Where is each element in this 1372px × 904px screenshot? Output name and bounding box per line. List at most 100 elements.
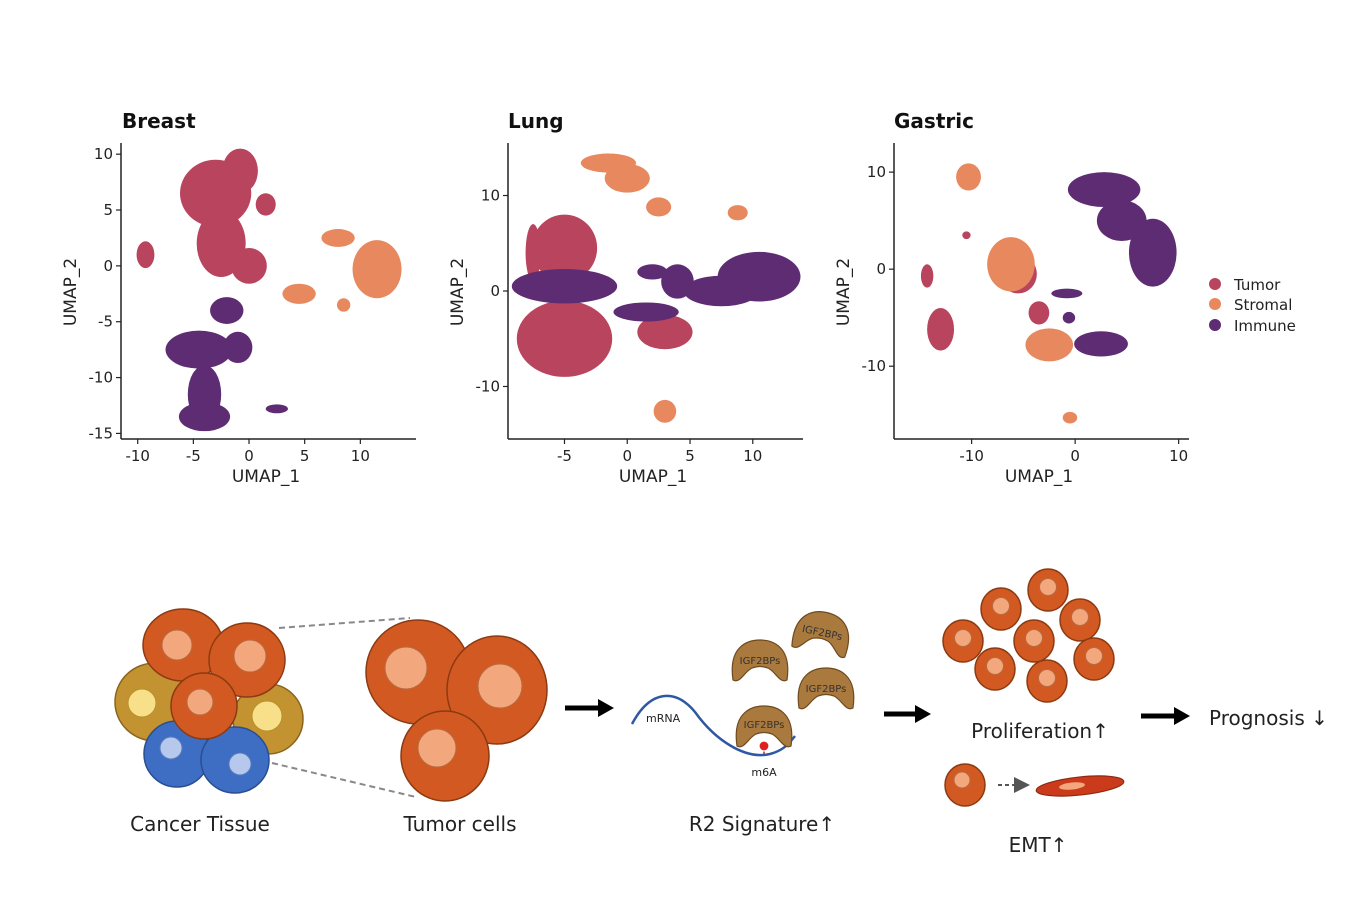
igf2bp-label: IGF2BPs	[806, 684, 847, 695]
caption-emt: EMT↑	[1009, 833, 1068, 857]
x-tick-label: 10	[351, 447, 370, 465]
cluster-tumor	[525, 224, 541, 282]
legend-label-stromal: Stromal	[1234, 296, 1292, 314]
arrow-right-icon	[884, 705, 931, 723]
proliferating-cell-nucleus	[954, 629, 972, 647]
cluster-immune	[1067, 172, 1141, 208]
cluster-stromal	[646, 197, 672, 217]
umap-points-gastric	[920, 163, 1177, 424]
x-tick-label: 0	[622, 447, 632, 465]
x-tick-label: 0	[1070, 447, 1080, 465]
tumor-cell-nucleus	[477, 663, 523, 709]
cluster-immune	[223, 331, 253, 364]
cluster-immune	[1096, 200, 1147, 242]
caption-tumor-cells: Tumor cells	[403, 812, 517, 836]
blue-cell-nucleus	[159, 736, 183, 760]
cluster-immune	[1051, 288, 1083, 299]
cluster-tumor	[531, 214, 598, 282]
ticks-breast: -10 -5 0 5 10 10 5 0 -5 -10 -15	[89, 145, 370, 465]
umap-panel-breast: Breast -10 -5 0 5 10 10 5 0 -5 -10 -15 UMAP_1 UMAP…	[61, 109, 416, 487]
cluster-stromal	[282, 283, 316, 304]
x-axis-label-breast: UMAP_1	[232, 467, 300, 487]
caption-prognosis: Prognosis ↓	[1209, 706, 1328, 730]
cluster-tumor	[927, 307, 955, 351]
series-stromal	[956, 163, 1078, 424]
mrna-strand	[630, 694, 796, 757]
tumor-cells-illustration	[365, 619, 548, 802]
umap-panel-lung: Lung -5 0 5 10 10 0 -10 UMAP_1 UMAP_2	[448, 109, 803, 487]
y-axis-label-breast: UMAP_2	[61, 258, 81, 326]
series-immune	[1051, 172, 1177, 357]
y-tick-label: -5	[98, 313, 113, 331]
legend-swatch-immune	[1209, 319, 1221, 331]
y-tick-label: 5	[103, 201, 113, 219]
legend-swatch-stromal	[1209, 298, 1221, 310]
cluster-stromal	[321, 229, 355, 247]
caption-cancer-tissue: Cancer Tissue	[130, 812, 270, 836]
mrna-label: mRNA	[646, 712, 681, 725]
cluster-stromal	[336, 298, 351, 312]
proliferating-cell-nucleus	[986, 657, 1004, 675]
cluster-immune	[661, 264, 694, 299]
proliferating-cells-illustration	[942, 568, 1115, 703]
cluster-immune	[1062, 311, 1076, 324]
y-axis-label-gastric: UMAP_2	[834, 258, 854, 326]
cluster-tumor	[255, 193, 276, 216]
y-tick-label: 0	[490, 282, 500, 300]
series-tumor	[136, 148, 276, 284]
arrow-right-icon	[565, 699, 614, 717]
series-stromal	[580, 153, 748, 423]
cluster-tumor	[516, 300, 613, 377]
caption-r2-signature: R2 Signature↑	[689, 812, 835, 836]
cluster-stromal	[604, 164, 650, 193]
cluster-immune	[178, 402, 231, 432]
cluster-stromal	[352, 240, 402, 299]
cluster-stromal	[1025, 328, 1074, 362]
igf2bp-label: IGF2BPs	[740, 656, 781, 667]
cluster-immune	[210, 297, 244, 324]
x-tick-label: -5	[557, 447, 572, 465]
cluster-immune	[511, 269, 618, 304]
x-tick-label: 10	[743, 447, 762, 465]
y-tick-label: 0	[876, 260, 886, 278]
igf2bp-label: IGF2BPs	[744, 720, 785, 731]
ticks-lung: -5 0 5 10 10 0 -10	[476, 187, 763, 465]
y-tick-label: -15	[89, 424, 114, 442]
series-immune	[511, 251, 801, 322]
legend-label-tumor: Tumor	[1233, 276, 1281, 294]
umap-points-lung	[511, 153, 801, 423]
igf2bp-protein: IGF2BPs	[731, 639, 789, 682]
x-axis-label-lung: UMAP_1	[619, 467, 687, 487]
x-tick-label: -10	[125, 447, 150, 465]
x-tick-label: -5	[186, 447, 201, 465]
x-axis-label-gastric: UMAP_1	[1005, 467, 1073, 487]
series-immune	[165, 297, 288, 432]
tumor-cell-nucleus	[233, 639, 267, 673]
cluster-stromal	[987, 237, 1035, 292]
cluster-immune	[637, 264, 668, 280]
y-axis-label-lung: UMAP_2	[448, 258, 468, 326]
cluster-tumor	[231, 247, 267, 284]
y-tick-label: 10	[481, 187, 500, 205]
m6a-label: m6A	[751, 766, 777, 779]
m6a-mechanism-illustration: mRNA IGF2BPs IGF2BPs IGF2BPs IGF2BPs m6A	[630, 611, 855, 779]
cluster-immune	[613, 302, 679, 322]
proliferating-cell-nucleus	[1038, 669, 1056, 687]
proliferating-cell-nucleus	[992, 597, 1010, 615]
y-tick-label: 0	[103, 257, 113, 275]
x-tick-label: 0	[244, 447, 254, 465]
x-tick-label: 5	[300, 447, 310, 465]
epithelial-cell-nucleus	[953, 771, 971, 789]
blue-cell-nucleus	[228, 752, 252, 776]
legend-label-immune: Immune	[1234, 317, 1296, 335]
cluster-tumor	[222, 148, 258, 194]
x-tick-label: -10	[959, 447, 984, 465]
cluster-tumor	[962, 231, 971, 240]
emt-illustration	[944, 763, 1125, 807]
proliferating-cell-nucleus	[1039, 578, 1057, 596]
cluster-stromal	[1062, 411, 1078, 424]
cluster-tumor	[920, 264, 934, 288]
cluster-immune	[1128, 218, 1177, 287]
cluster-immune	[165, 330, 233, 369]
